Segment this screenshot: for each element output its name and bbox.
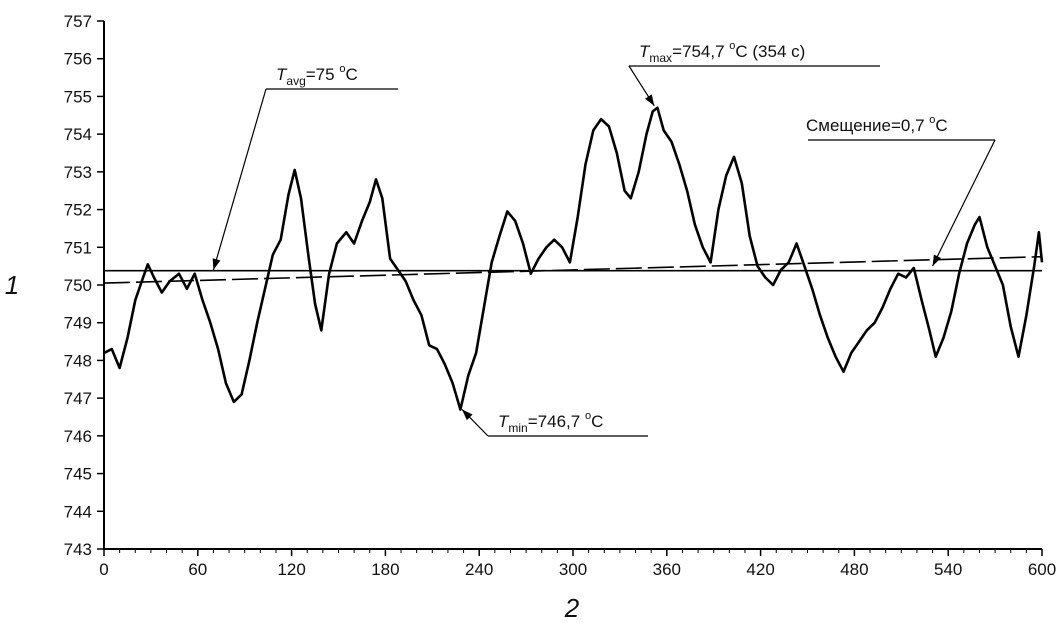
- y-tick-label: 754: [64, 125, 92, 144]
- y-tick-label: 752: [64, 201, 92, 220]
- y-tick-label: 745: [64, 465, 92, 484]
- annotation-avg: Tavg=75 oC: [276, 63, 358, 88]
- y-tick-label: 751: [64, 238, 92, 257]
- annotation-min: Tmin=746,7 oC: [498, 410, 603, 435]
- annotation-var: T: [276, 65, 288, 84]
- annotation-sub: min: [508, 421, 527, 435]
- x-tick-label: 60: [188, 560, 207, 579]
- annotation-degree: o: [339, 63, 345, 75]
- annotation-value: =754,7: [672, 42, 729, 61]
- x-tick-label: 600: [1028, 560, 1056, 579]
- series-line-3: [103, 255, 1043, 284]
- x-axis-label: 2: [564, 593, 580, 623]
- y-tick-label: 747: [64, 389, 92, 408]
- annotation-degree: o: [729, 40, 735, 52]
- annotation-arrowhead: [462, 409, 473, 421]
- annotation-value: =746,7: [528, 412, 585, 431]
- y-axis-label: 1: [5, 270, 19, 300]
- y-tick-label: 756: [64, 50, 92, 69]
- y-tick-label: 757: [64, 12, 92, 31]
- annotation-unit: C: [345, 65, 357, 84]
- annotation-unit: C: [935, 116, 947, 135]
- y-tick-label: 753: [64, 163, 92, 182]
- annotation-leader: [932, 139, 996, 267]
- annotation-arrowhead: [645, 94, 655, 106]
- x-tick-label: 120: [277, 560, 305, 579]
- annotation-leader: [212, 88, 267, 271]
- x-tick-label: 420: [746, 560, 774, 579]
- series-layer: [103, 106, 1044, 411]
- x-tick-label: 240: [465, 560, 493, 579]
- y-ticks: 743 744 745 746 747 748 749 750 751 752 753 754 755 7…: [64, 12, 104, 559]
- x-tick-label: 0: [99, 560, 108, 579]
- annotation-degree: o: [585, 410, 591, 422]
- x-tick-label: 360: [653, 560, 681, 579]
- annotation-value: Смещение=0,7: [806, 116, 929, 135]
- annotation-unit: C: [591, 412, 603, 431]
- annotation-offset: Смещение=0,7 oC: [806, 114, 948, 135]
- annotation-sub: max: [649, 51, 672, 65]
- annotation-value: =75: [306, 65, 340, 84]
- y-tick-label: 744: [64, 502, 92, 521]
- x-tick-label: 540: [934, 560, 962, 579]
- annotation-sub: avg: [286, 74, 305, 88]
- annotation-arrowhead: [212, 258, 221, 270]
- y-tick-label: 749: [64, 314, 92, 333]
- annotation-degree: o: [929, 114, 935, 126]
- annotation-var: T: [498, 412, 510, 431]
- y-tick-label: 750: [64, 276, 92, 295]
- y-tick-label: 743: [64, 540, 92, 559]
- y-tick-label: 755: [64, 87, 92, 106]
- y-tick-label: 746: [64, 427, 92, 446]
- annotation-var: T: [639, 42, 651, 61]
- annotation-max: Tmax=754,7 oC (354 с): [639, 40, 805, 65]
- axes: [103, 21, 1042, 550]
- x-tick-label: 180: [371, 560, 399, 579]
- y-tick-label: 748: [64, 351, 92, 370]
- annotation-unit: C (354 с): [735, 42, 805, 61]
- series-line-1: [103, 106, 1044, 411]
- x-tick-label: 480: [840, 560, 868, 579]
- x-ticks: 0 60 120 180 240 300 360 420 480 540 600: [99, 549, 1056, 579]
- annotation-arrowhead: [932, 254, 942, 267]
- x-tick-label: 300: [559, 560, 587, 579]
